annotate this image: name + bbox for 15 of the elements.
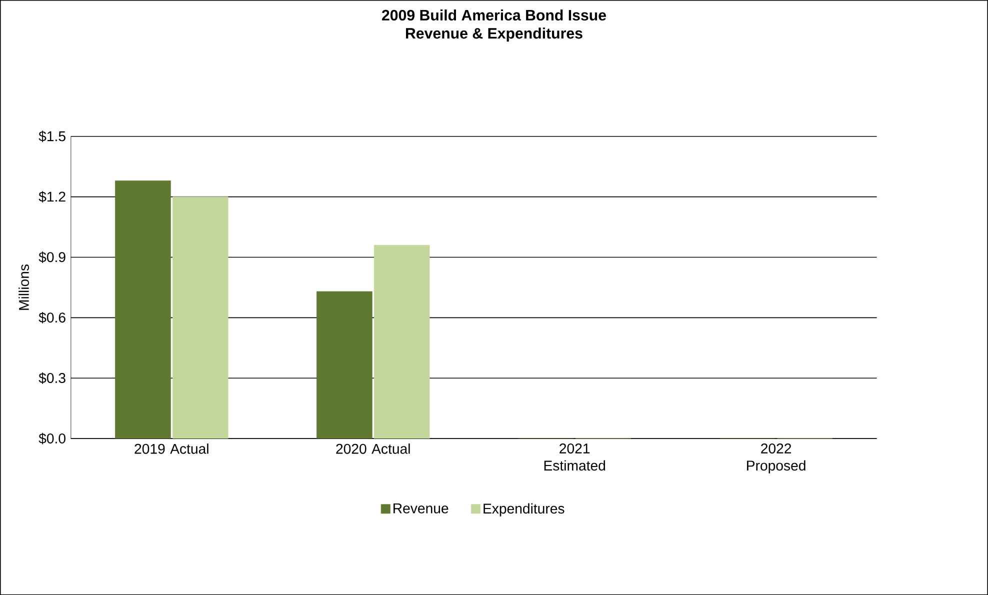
chart-subtitle: Revenue & Expenditures bbox=[406, 28, 582, 42]
y-tick-label: $0.3 bbox=[38, 372, 66, 384]
x-tick-label: 2021 Estimated bbox=[544, 443, 606, 471]
y-tick-label: $1.5 bbox=[38, 130, 66, 142]
y-axis-title: Millions bbox=[18, 264, 29, 310]
y-tick-label: $0.0 bbox=[38, 432, 66, 444]
legend-label: Expenditures bbox=[484, 503, 564, 516]
y-tick-label: $1.2 bbox=[38, 191, 66, 202]
chart-title: 2009 Build America Bond Issue bbox=[382, 9, 606, 20]
y-tick-label: $0.6 bbox=[38, 312, 66, 324]
x-tick-label: 2019 Actual bbox=[134, 443, 208, 454]
x-tick-label: 2022 Proposed bbox=[747, 443, 806, 474]
y-tick-label: $0.9 bbox=[38, 251, 66, 263]
x-tick-label: 2020 Actual bbox=[336, 443, 410, 454]
legend-label: Revenue bbox=[394, 503, 448, 514]
